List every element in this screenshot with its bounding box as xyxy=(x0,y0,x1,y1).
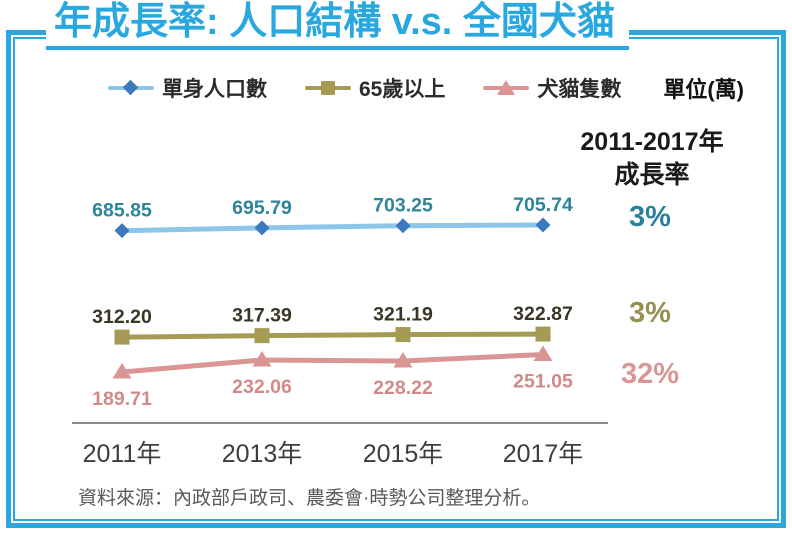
diamond-marker xyxy=(254,220,270,236)
data-point-label: 317.39 xyxy=(232,305,292,327)
legend-label: 單身人口數 xyxy=(162,78,267,101)
growth-value-1: 3% xyxy=(629,297,671,329)
source-note: 資料來源：內政部戶政司、農委會·時勢公司整理分析。 xyxy=(78,488,541,509)
data-point-label: 189.71 xyxy=(92,388,152,410)
square-marker xyxy=(254,328,270,344)
growth-rate-header-line2: 成長率 xyxy=(614,160,690,189)
diamond-marker xyxy=(395,218,411,234)
data-point-label: 251.05 xyxy=(513,371,573,393)
data-point-label: 312.20 xyxy=(92,306,152,328)
triangle-line-icon xyxy=(483,79,530,97)
unit-label: 單位(萬) xyxy=(663,77,745,102)
legend-item-pets: 犬貓隻數 xyxy=(483,73,621,103)
page-title: 年成長率: 人口結構 v.s. 全國犬貓 xyxy=(46,1,629,50)
x-tick-label: 2011年 xyxy=(83,440,162,468)
data-point-label: 685.85 xyxy=(92,200,152,222)
growth-rate-header: 2011-2017年 成長率 xyxy=(572,126,732,191)
data-point-label: 228.22 xyxy=(373,377,433,399)
diamond-marker xyxy=(535,217,551,233)
growth-value-0: 3% xyxy=(629,201,671,233)
legend-item-singles: 單身人口數 xyxy=(108,73,267,103)
series-line xyxy=(119,352,546,375)
series-line xyxy=(119,331,546,340)
data-point-label: 703.25 xyxy=(373,195,433,217)
growth-rate-header-line1: 2011-2017年 xyxy=(580,128,724,156)
diamond-marker xyxy=(114,223,130,239)
line-chart: 2011年 2013年 2015年 2017年 685.85 695.79 703.25 70… xyxy=(72,194,608,468)
data-point-label: 232.06 xyxy=(232,376,292,398)
triangle-marker xyxy=(112,363,132,379)
triangle-marker xyxy=(252,350,272,367)
square-marker xyxy=(114,329,130,345)
x-tick-label: 2013年 xyxy=(222,440,303,468)
x-tick-label: 2015年 xyxy=(363,440,444,468)
square-marker xyxy=(535,326,551,342)
legend-label: 65歲以上 xyxy=(359,78,446,101)
legend-label: 犬貓隻數 xyxy=(537,78,622,101)
chart-legend: 單身人口數 65歲以上 犬貓隻數 單位(萬) xyxy=(108,72,744,104)
legend-item-elderly: 65歲以上 xyxy=(305,73,445,103)
triangle-marker xyxy=(533,345,553,362)
square-line-icon xyxy=(305,79,351,97)
data-point-label: 321.19 xyxy=(373,304,433,326)
growth-value-2: 32% xyxy=(620,358,680,390)
data-point-label: 322.87 xyxy=(513,303,573,325)
data-point-label: 705.74 xyxy=(513,194,573,216)
square-marker xyxy=(395,327,411,343)
triangle-marker xyxy=(393,352,413,368)
diamond-line-icon xyxy=(108,79,154,97)
data-point-label: 695.79 xyxy=(232,197,292,219)
series-line xyxy=(119,222,546,234)
x-tick-label: 2017年 xyxy=(503,440,584,468)
